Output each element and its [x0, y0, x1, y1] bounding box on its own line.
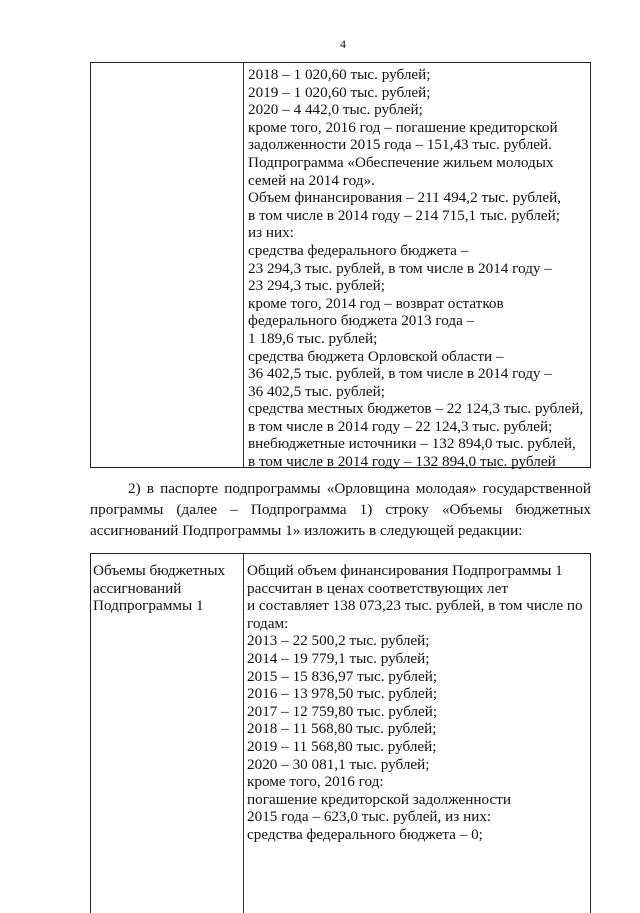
subprogram-funding-table: Объемы бюджетных ассигнований Подпрограммы… [90, 553, 591, 913]
cell-text-line: 1 189,6 тыс. рублей; [248, 329, 378, 347]
cell-text-line: 2020 – 4 442,0 тыс. рублей; [248, 101, 423, 119]
cell-text-line: кроме того, 2014 год – возврат остатков [248, 294, 504, 312]
cell-text-line: Объем финансирования – 211 494,2 тыс. ру… [248, 189, 562, 207]
cell-text-line: Общий объем финансирования Подпрограммы … [247, 562, 563, 579]
cell-text-line: 2018 – 1 020,60 тыс. рублей; [248, 66, 431, 83]
cell-text-line: Объемы бюджетных [93, 562, 226, 579]
cell-text-line: 2019 – 1 020,60 тыс. рублей; [248, 83, 431, 101]
cell-text-line: годам: [247, 614, 289, 632]
cell-text-line: кроме того, 2016 год: [247, 773, 384, 791]
cell-text-line: 2013 – 22 500,2 тыс. рублей; [247, 632, 430, 650]
cell-text-line: в том числе в 2014 году – 22 124,3 тыс. … [248, 417, 553, 435]
cell-text-line: погашение кредиторской задолженности [247, 790, 511, 808]
cell-text-line: 2014 – 19 779,1 тыс. рублей; [247, 649, 430, 667]
cell-text-line: средства федерального бюджета – 0; [247, 825, 483, 843]
table2-left-cell: Объемы бюджетных ассигнований Подпрограммы… [93, 562, 225, 615]
cell-text-line: 2016 – 13 978,50 тыс. рублей; [247, 685, 438, 703]
table2-right-cell: Общий объем финансирования Подпрограммы … [247, 562, 583, 844]
cell-text-line: 36 402,5 тыс. рублей; [248, 382, 385, 400]
cell-text-line: 2019 – 11 568,80 тыс. рублей; [247, 737, 437, 755]
page-number: 4 [340, 37, 346, 51]
cell-text-line: в том числе в 2014 году – 214 715,1 тыс.… [248, 206, 560, 224]
paragraph-line: 2) в паспорте подпрограммы «Орловщина мо… [128, 480, 591, 497]
cell-text-line: кроме того, 2016 год – погашение кредито… [248, 118, 558, 136]
column-divider [243, 63, 244, 467]
cell-text-line: в том числе в 2014 году – 132 894,0 тыс.… [248, 453, 556, 471]
cell-text-line: 36 402,5 тыс. рублей, в том числе в 2014… [248, 365, 552, 383]
paragraph-line: программы (далее – Подпрограмма 1) строк… [90, 501, 591, 518]
cell-text-line: 2018 – 11 568,80 тыс. рублей; [247, 720, 437, 738]
funding-table-continued: 2018 – 1 020,60 тыс. рублей; 2019 – 1 020… [90, 62, 591, 471]
cell-text-line: задолженности 2015 года – 151,43 тыс. ру… [248, 136, 552, 154]
cell-text-line: 2020 – 30 081,1 тыс. рублей; [247, 755, 430, 773]
cell-text-line: рассчитан в ценах соответствующих лет [247, 579, 509, 597]
cell-text-line: средства бюджета Орловской области – [248, 347, 504, 365]
cell-text-line: Подпрограммы 1 [93, 597, 204, 615]
amendment-paragraph: 2) в паспорте подпрограммы «Орловщина мо… [90, 478, 591, 541]
cell-text-line: средства местных бюджетов – 22 124,3 тыс… [248, 400, 584, 418]
cell-text-line: Подпрограмма «Обеспечение жильем молодых [248, 153, 554, 171]
cell-text-line: 2017 – 12 759,80 тыс. рублей; [247, 702, 438, 720]
column-divider [243, 554, 244, 913]
cell-text-line: 2015 года – 623,0 тыс. рублей, из них: [247, 808, 492, 826]
cell-text-line: семей на 2014 год». [248, 171, 375, 189]
cell-text-line: федерального бюджета 2013 года – [248, 312, 475, 330]
cell-text-line: ассигнований [93, 579, 182, 597]
cell-text-line: внебюджетные источники – 132 894,0 тыс. … [248, 435, 576, 453]
table1-right-cell: 2018 – 1 020,60 тыс. рублей; 2019 – 1 020… [248, 66, 583, 471]
paragraph-line: ассигнований Подпрограммы 1» изложить в … [90, 522, 523, 539]
cell-text-line: 23 294,3 тыс. рублей, в том числе в 2014… [248, 259, 552, 277]
cell-text-line: и составляет 138 073,23 тыс. рублей, в т… [247, 597, 583, 615]
cell-text-line: 23 294,3 тыс. рублей; [248, 277, 385, 295]
cell-text-line: из них: [248, 224, 294, 242]
cell-text-line: средства федерального бюджета – [248, 241, 469, 259]
cell-text-line: 2015 – 15 836,97 тыс. рублей; [247, 667, 438, 685]
